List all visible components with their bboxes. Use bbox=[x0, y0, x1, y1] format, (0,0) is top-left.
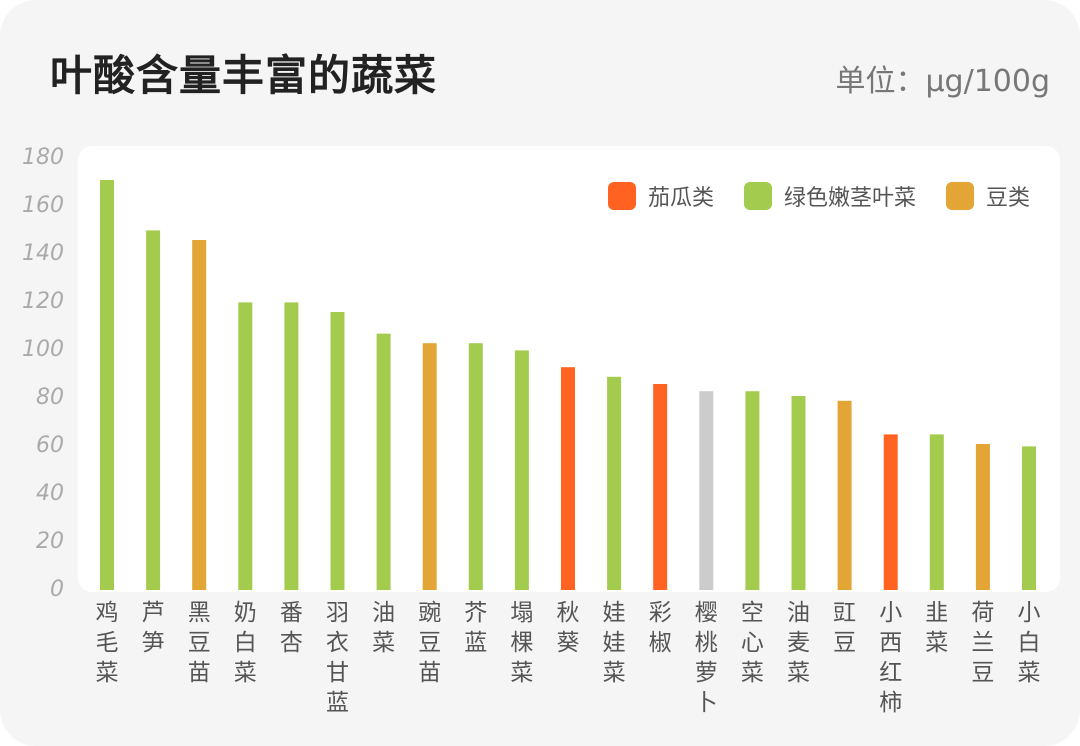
x-tick-label: 奶白菜 bbox=[233, 600, 257, 686]
bar-9 bbox=[514, 350, 529, 590]
x-tick-label: 芦笋 bbox=[141, 600, 165, 656]
x-tick-label: 豌豆苗 bbox=[418, 600, 442, 686]
legend-item-leafy-greens: 绿色嫩茎叶菜 bbox=[743, 180, 916, 212]
bar-18 bbox=[929, 434, 944, 590]
x-tick-label: 小白菜 bbox=[1017, 600, 1041, 686]
legend-item-legumes: 豆类 bbox=[945, 180, 1030, 212]
x-tick-label: 塌棵菜 bbox=[510, 600, 534, 686]
bar-8 bbox=[468, 343, 483, 590]
y-tick-label: 60 bbox=[36, 433, 64, 458]
y-tick-label: 120 bbox=[22, 289, 64, 314]
bar-16 bbox=[837, 400, 852, 590]
x-tick-label: 鸡毛菜 bbox=[95, 600, 119, 686]
x-tick-label: 荷兰豆 bbox=[971, 600, 995, 686]
x-tick-label: 油菜 bbox=[372, 600, 396, 656]
legend-item-solanaceous: 茄瓜类 bbox=[607, 180, 714, 212]
x-tick-label: 彩椒 bbox=[648, 600, 672, 656]
y-tick-label: 20 bbox=[36, 529, 64, 554]
x-tick-label: 韭菜 bbox=[925, 600, 949, 656]
chart-title: 叶酸含量丰富的蔬菜 bbox=[50, 51, 438, 100]
bar-0 bbox=[100, 180, 114, 590]
x-tick-label: 黑豆苗 bbox=[187, 600, 211, 686]
x-tick-label: 芥蓝 bbox=[464, 600, 488, 656]
bar-12 bbox=[653, 384, 668, 590]
bar-2 bbox=[192, 240, 207, 590]
x-tick-label: 番杏 bbox=[279, 600, 303, 656]
legend-label: 豆类 bbox=[985, 186, 1030, 211]
x-tick-label: 羽衣甘蓝 bbox=[326, 600, 349, 716]
y-tick-label: 40 bbox=[36, 481, 64, 506]
y-tick-label: 160 bbox=[22, 193, 64, 218]
bar-3 bbox=[238, 302, 253, 590]
bar-20 bbox=[1022, 446, 1036, 590]
bar-1 bbox=[146, 230, 161, 590]
x-tick-label: 空心菜 bbox=[740, 600, 764, 686]
legend-swatch bbox=[607, 182, 636, 210]
y-tick-label: 180 bbox=[22, 145, 64, 170]
bar-17 bbox=[883, 434, 898, 590]
legend-label: 绿色嫩茎叶菜 bbox=[783, 186, 916, 211]
bar-13 bbox=[699, 391, 714, 590]
x-tick-label: 秋葵 bbox=[556, 600, 580, 656]
x-tick-label: 豇豆 bbox=[833, 600, 857, 656]
bar-14 bbox=[745, 391, 760, 590]
x-tick-label: 油麦菜 bbox=[787, 600, 810, 686]
legend: 茄瓜类 绿色嫩茎叶菜 豆类 bbox=[607, 180, 1030, 212]
y-tick-label: 80 bbox=[36, 385, 64, 410]
unit-label: 单位：μg/100g bbox=[835, 64, 1050, 99]
bar-11 bbox=[607, 376, 622, 590]
bar-6 bbox=[376, 333, 391, 590]
bar-4 bbox=[284, 302, 299, 590]
legend-swatch bbox=[743, 182, 772, 210]
bar-10 bbox=[561, 367, 575, 590]
y-tick-label: 0 bbox=[50, 577, 64, 602]
y-tick-label: 100 bbox=[22, 337, 64, 362]
bar-5 bbox=[330, 312, 345, 590]
bar-15 bbox=[791, 396, 806, 590]
legend-swatch bbox=[945, 182, 974, 210]
bar-7 bbox=[422, 343, 437, 590]
legend-label: 茄瓜类 bbox=[647, 186, 714, 211]
x-tick-label: 娃娃菜 bbox=[602, 600, 626, 686]
y-tick-label: 140 bbox=[22, 241, 64, 266]
bar-19 bbox=[975, 444, 990, 590]
x-tick-label: 小西红柿 bbox=[879, 600, 903, 716]
x-tick-label: 樱桃萝卜 bbox=[694, 600, 718, 716]
